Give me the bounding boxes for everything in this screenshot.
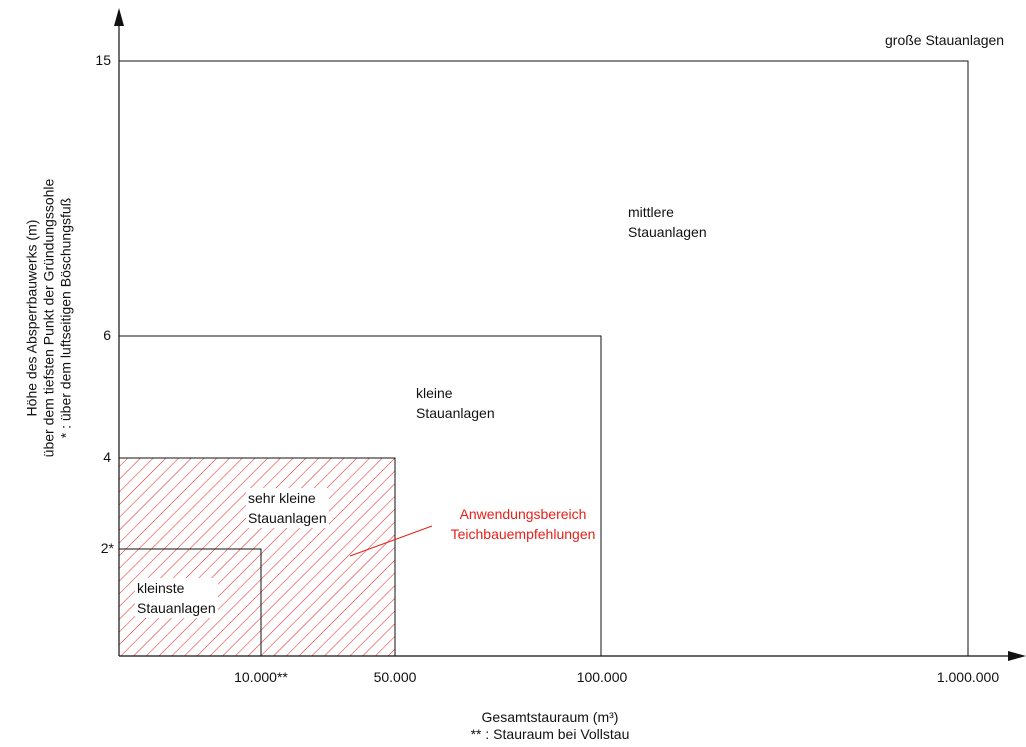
label-kleinste-line1: kleinste <box>137 580 185 596</box>
annotation-leader <box>349 525 433 557</box>
y-axis-title: Höhe des Absperrbauwerks (m) über dem ti… <box>24 138 75 498</box>
label-kleine-stauanlagen: kleine Stauanlagen <box>416 383 495 423</box>
label-kleine-line2: Stauanlagen <box>416 405 495 421</box>
x-tick-10000: 10.000** <box>234 669 288 685</box>
label-mittlere-line2: Stauanlagen <box>628 224 707 240</box>
x-tick-50000: 50.000 <box>373 669 417 685</box>
boundary-sehr-kleine <box>119 457 396 656</box>
label-kleinste-line2: Stauanlagen <box>137 600 216 616</box>
x-axis-arrow <box>1008 651 1026 661</box>
annotation-line1: Anwendungsbereich <box>459 506 587 522</box>
y-tick-6: 6 <box>103 327 111 343</box>
label-kleine-line1: kleine <box>416 385 453 401</box>
label-sehr-kleine-line2: Stauanlagen <box>248 510 327 526</box>
label-mittlere-line1: mittlere <box>628 204 674 220</box>
x-axis-title-line1: Gesamtstauraum (m³) <box>481 709 619 725</box>
y-axis-title-line2: über dem tiefsten Punkt der Gründungssoh… <box>40 178 57 458</box>
y-axis-title-line3: * : über dem luftseitigen Böschungsfuß <box>57 197 74 439</box>
y-tick-2: 2* <box>100 540 114 556</box>
annotation-anwendungsbereich: Anwendungsbereich Teichbauempfehlungen <box>423 504 623 544</box>
label-grosse-stauanlagen: große Stauanlagen <box>885 32 1005 48</box>
x-tick-100000: 100.000 <box>576 669 628 685</box>
annotation-line2: Teichbauempfehlungen <box>450 526 596 542</box>
y-tick-4: 4 <box>103 449 111 465</box>
x-tick-1000000: 1.000.000 <box>936 669 1000 685</box>
boundary-mittlere <box>119 335 602 656</box>
y-tick-15: 15 <box>95 52 111 68</box>
label-mittlere-stauanlagen: mittlere Stauanlagen <box>628 202 707 242</box>
x-axis-title-line2: ** : Stauraum bei Vollstau <box>470 726 630 742</box>
boundary-kleinste <box>119 548 262 656</box>
label-sehr-kleine-stauanlagen: sehr kleine Stauanlagen <box>246 488 329 528</box>
label-kleinste-stauanlagen: kleinste Stauanlagen <box>135 578 218 618</box>
y-axis-title-line1: Höhe des Absperrbauwerks (m) <box>23 219 40 417</box>
label-sehr-kleine-line1: sehr kleine <box>248 490 316 506</box>
boundary-grosse <box>119 60 969 656</box>
y-axis-arrow <box>114 8 124 26</box>
x-axis-title: Gesamtstauraum (m³) ** : Stauraum bei Vo… <box>420 709 680 743</box>
